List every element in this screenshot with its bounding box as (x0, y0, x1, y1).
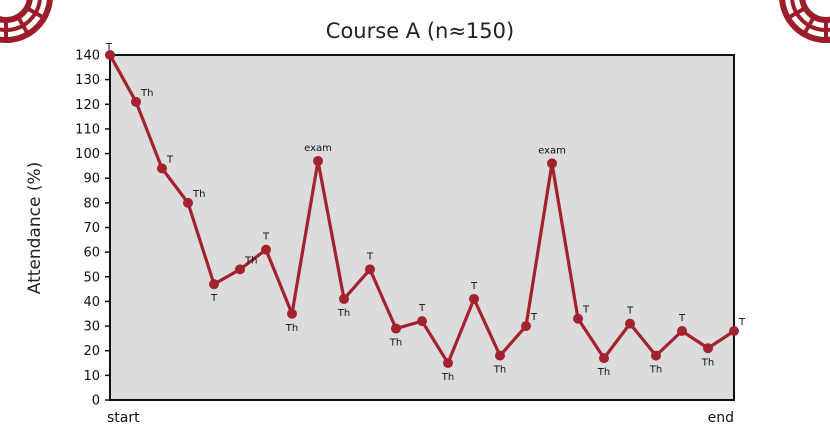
data-point-label: Th (493, 365, 506, 376)
x-tick-start: start (107, 410, 140, 426)
y-tick-label: 130 (75, 73, 100, 88)
data-point (287, 308, 297, 319)
data-point-label: Th (337, 308, 350, 319)
data-point (703, 343, 713, 354)
data-point-label: Th (192, 189, 205, 200)
data-point-label: T (166, 154, 174, 165)
y-axis-label: Attendance (%) (25, 162, 45, 295)
data-point (547, 158, 557, 169)
y-tick-label: 10 (83, 369, 100, 384)
data-point (599, 353, 609, 364)
data-point (157, 163, 167, 174)
data-point (131, 96, 141, 107)
data-point (339, 293, 349, 304)
y-tick-label: 80 (83, 196, 100, 211)
data-point-label: Th (441, 372, 454, 383)
data-point-label: T (738, 317, 746, 328)
y-tick-label: 70 (83, 221, 100, 236)
data-point-label: Th (244, 255, 257, 266)
y-tick-label: 120 (75, 98, 100, 113)
data-point-label: exam (304, 143, 332, 154)
university-seal-logo-right (779, 0, 830, 43)
data-point (521, 321, 531, 332)
data-point (469, 293, 479, 304)
data-point-label: T (105, 42, 113, 53)
plot-area (109, 54, 735, 401)
data-point (235, 264, 245, 275)
data-point-label: T (582, 305, 590, 316)
data-point-label: T (470, 281, 478, 292)
data-point (677, 326, 687, 336)
data-point-label: T (626, 306, 634, 317)
data-point (573, 313, 583, 324)
data-point-label: T (262, 232, 270, 243)
x-tick-end: end (708, 410, 734, 426)
y-tick-label: 20 (83, 344, 100, 359)
data-point-label: Th (285, 323, 298, 334)
chart-title: Course A (n≈150) (326, 19, 514, 43)
y-tick-label: 110 (75, 122, 100, 137)
y-axis-ticks: 0 10 20 30 40 50 60 70 80 90 100 110 120 130 140 (75, 49, 110, 409)
data-point (729, 326, 739, 336)
data-point (313, 155, 323, 166)
data-point-label: T (678, 313, 686, 324)
data-point-label: Th (389, 338, 402, 349)
y-tick-label: 30 (83, 320, 100, 335)
data-point (365, 264, 375, 275)
y-tick-label: 40 (83, 295, 100, 310)
data-point-label: Th (597, 367, 610, 378)
data-point-label: T (210, 293, 218, 304)
y-tick-label: 100 (75, 147, 100, 162)
data-point-label: T (530, 312, 538, 323)
y-tick-label: 60 (83, 246, 100, 261)
data-point (183, 197, 193, 208)
y-tick-label: 140 (75, 49, 100, 64)
data-point (261, 244, 271, 255)
university-seal-logo-left (0, 0, 53, 43)
data-point-label: exam (538, 145, 566, 156)
data-point-label: Th (701, 357, 714, 368)
data-point-label: T (366, 251, 374, 262)
data-point (105, 50, 115, 60)
data-point-label: Th (649, 365, 662, 376)
data-point-label: Th (140, 88, 153, 99)
y-tick-label: 50 (83, 270, 100, 285)
data-point (625, 318, 635, 329)
y-tick-label: 0 (92, 394, 100, 409)
data-point (209, 279, 219, 290)
data-point (417, 316, 427, 327)
data-point (495, 350, 505, 361)
data-point (391, 323, 401, 334)
data-point (443, 358, 453, 369)
data-point (651, 350, 661, 361)
data-point-label: T (418, 303, 426, 314)
y-tick-label: 90 (83, 172, 100, 187)
